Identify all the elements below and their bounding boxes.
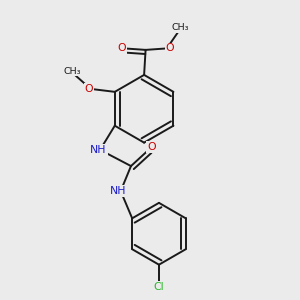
Text: NH: NH [90,145,107,155]
Text: NH: NH [110,186,126,196]
Text: O: O [165,44,174,53]
Text: O: O [118,44,126,53]
Text: O: O [147,142,156,152]
Text: O: O [85,84,94,94]
Text: CH₃: CH₃ [171,23,189,32]
Text: Cl: Cl [154,282,164,292]
Text: CH₃: CH₃ [64,67,81,76]
